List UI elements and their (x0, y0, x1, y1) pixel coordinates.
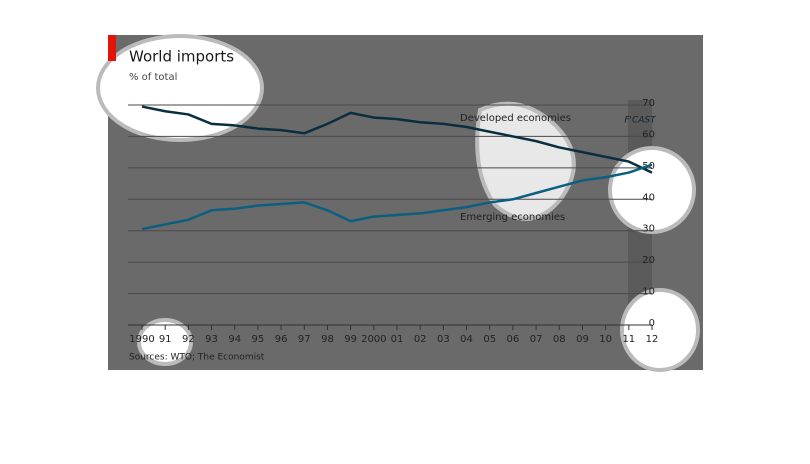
x-tick-label: 93 (205, 334, 218, 345)
y-tick-label: 60 (642, 129, 655, 140)
y-tick-label: 40 (642, 192, 655, 203)
x-tick-label: 91 (159, 334, 172, 345)
x-tick-label: 96 (275, 334, 288, 345)
forecast-label: F'CAST (624, 116, 657, 126)
x-tick-label: 09 (576, 334, 589, 345)
chart-subtitle: % of total (129, 72, 177, 83)
y-tick-label: 10 (642, 287, 655, 298)
highlight (608, 146, 696, 234)
series-label: Developed economies (460, 113, 571, 124)
x-tick-label: 1990 (129, 334, 154, 345)
chart-title: World imports (129, 48, 234, 66)
x-tick-label: 03 (437, 334, 450, 345)
x-tick-label: 97 (298, 334, 311, 345)
highlight (620, 288, 700, 372)
x-tick-label: 01 (391, 334, 404, 345)
x-tick-label: 2000 (361, 334, 386, 345)
line (141, 105, 653, 174)
x-tick-label: 94 (228, 334, 241, 345)
x-tick-label: 08 (553, 334, 566, 345)
x-tick-label: 10 (599, 334, 612, 345)
x-tick-label: 99 (344, 334, 357, 345)
source: Sources: WTO; The Economist (129, 353, 265, 363)
x-tick-label: 11 (622, 334, 635, 345)
line (141, 163, 653, 231)
y-tick-label: 30 (642, 224, 655, 235)
brand-mark (108, 35, 116, 61)
x-tick-label: 04 (460, 334, 473, 345)
x-tick-label: 06 (507, 334, 520, 345)
y-tick-label: 0 (649, 318, 655, 329)
series-label: Emerging economies (460, 212, 565, 223)
x-tick-label: 05 (483, 334, 496, 345)
x-tick-label: 07 (530, 334, 543, 345)
y-tick-label: 20 (642, 255, 655, 266)
x-tick-label: 92 (182, 334, 195, 345)
x-tick-label: 02 (414, 334, 427, 345)
y-tick-label: 70 (642, 98, 655, 109)
highlight (137, 318, 193, 366)
highlight (96, 34, 264, 142)
x-tick-label: 98 (321, 334, 334, 345)
x-tick-label: 95 (252, 334, 265, 345)
x-tick-label: 12 (646, 334, 659, 345)
